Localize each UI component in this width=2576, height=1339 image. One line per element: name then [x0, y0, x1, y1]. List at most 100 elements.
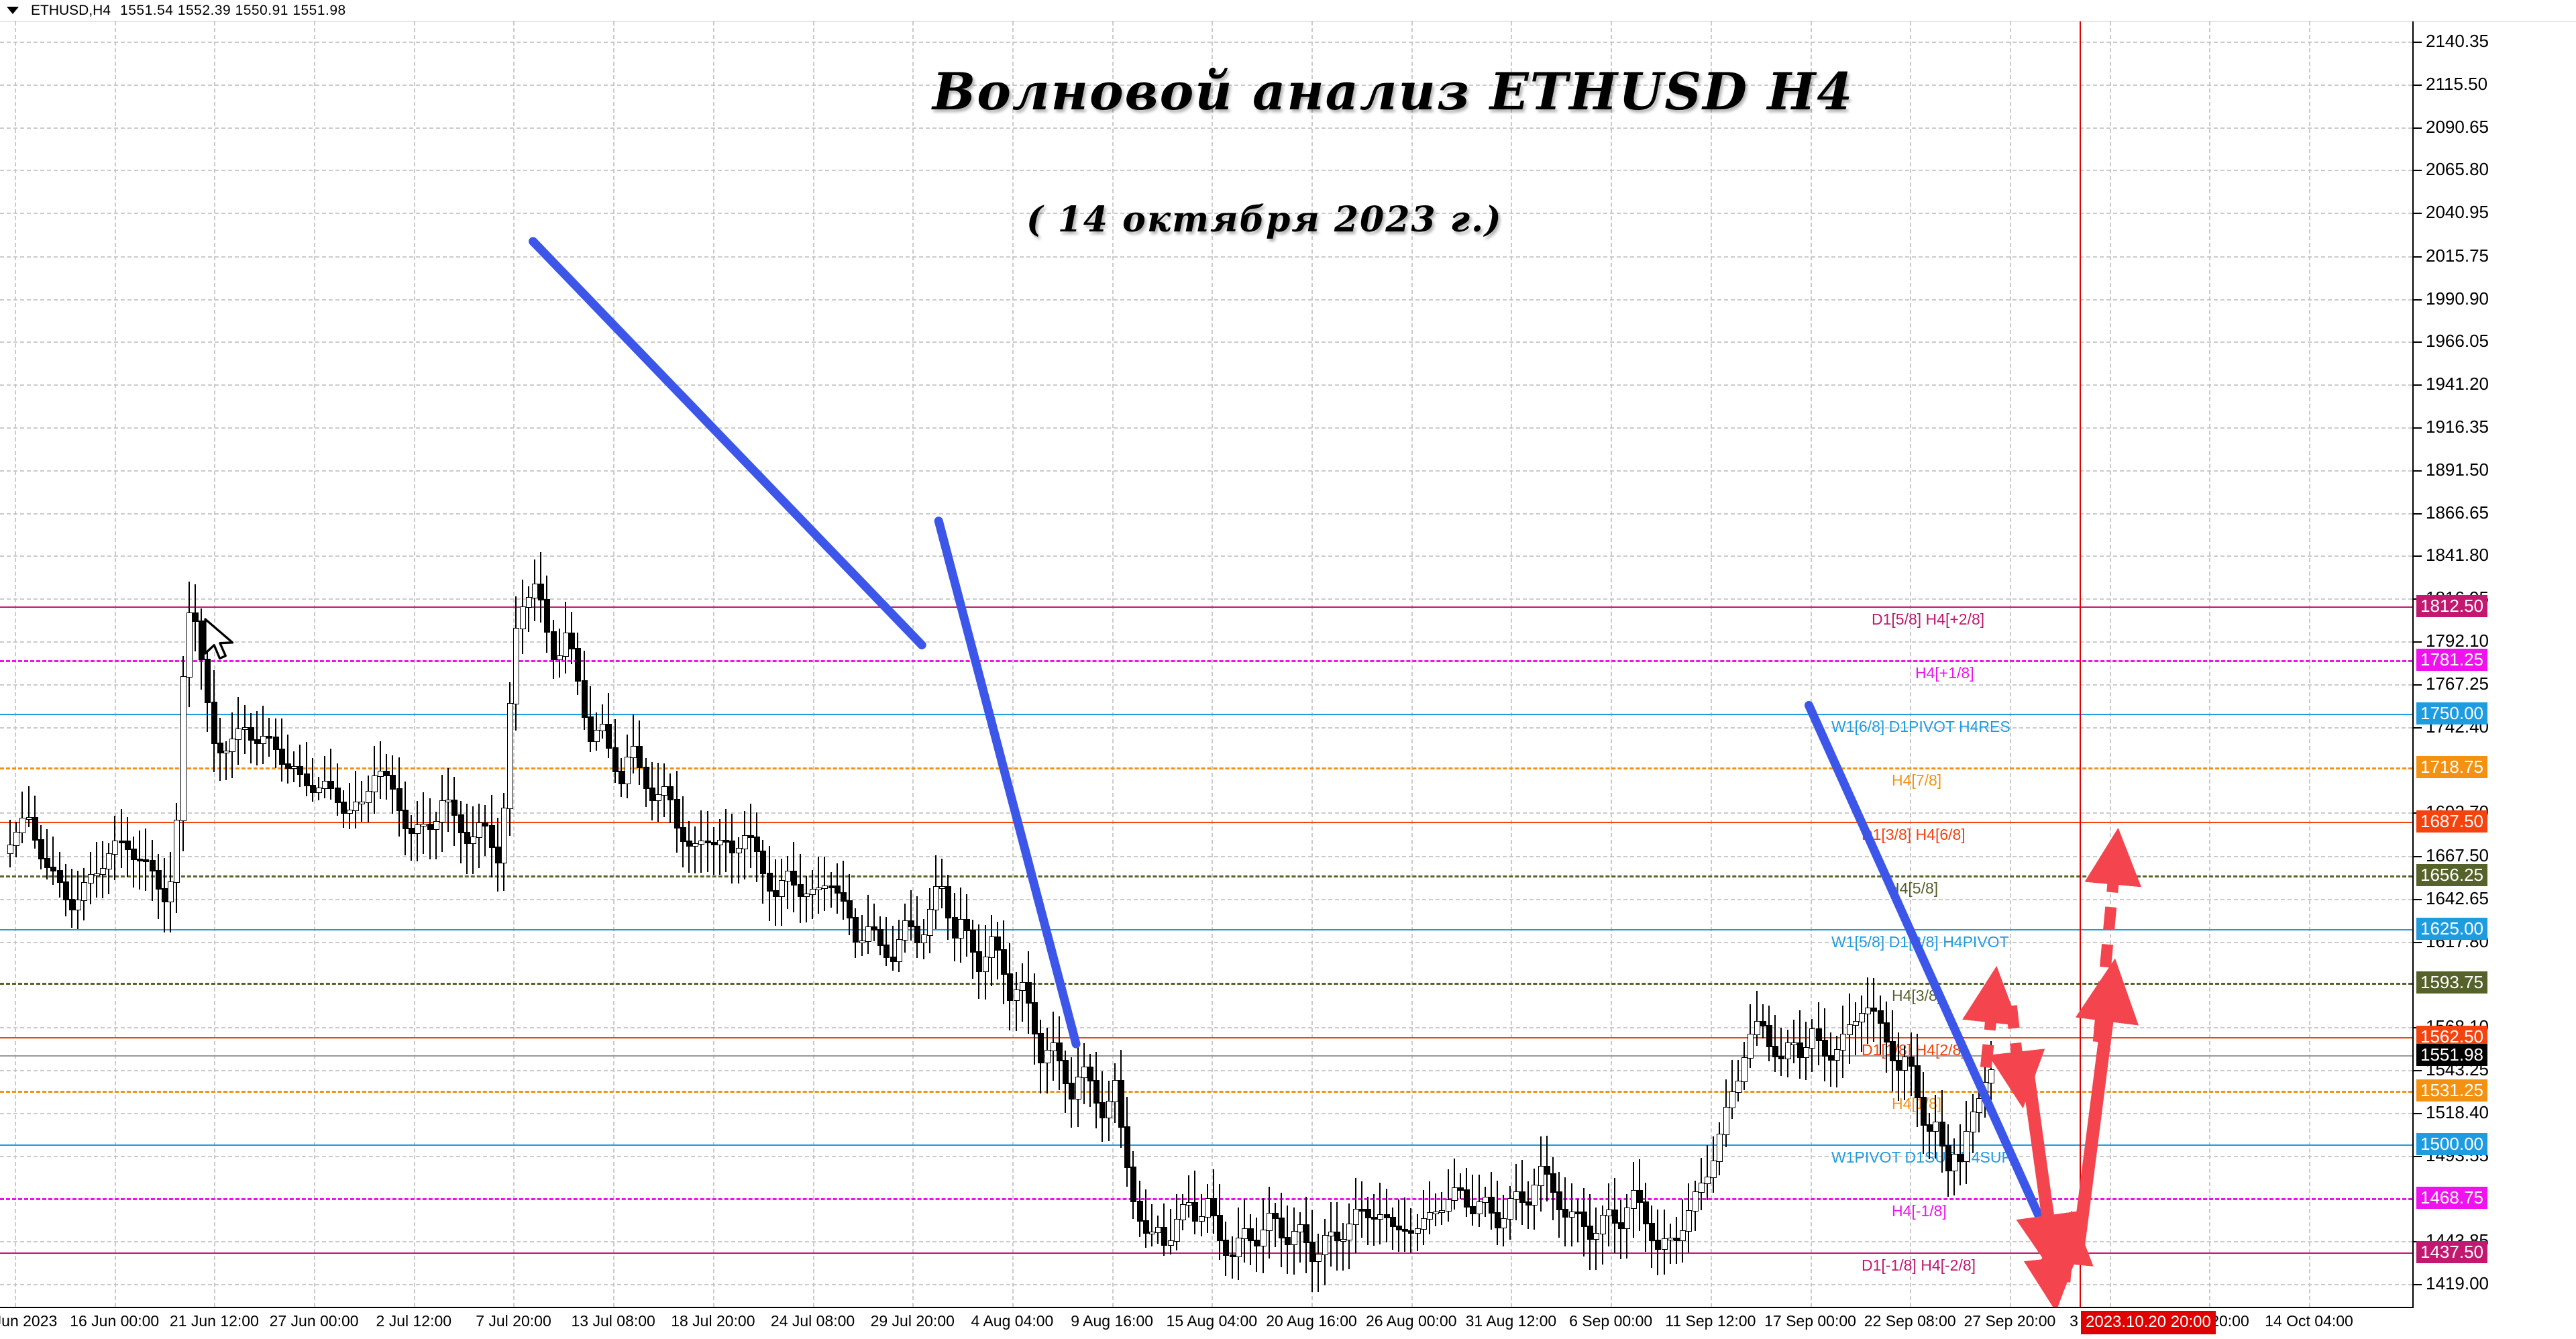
price-level-badge[interactable]: 1468.75 — [2416, 1187, 2487, 1210]
level-line[interactable] — [0, 767, 2412, 770]
candle-body — [1235, 1238, 1242, 1258]
candle-body — [538, 584, 545, 601]
last-price-line — [0, 1055, 2412, 1057]
candle-body — [847, 900, 853, 919]
candle-body — [1248, 1228, 1254, 1241]
candle-wick — [861, 914, 863, 957]
level-line[interactable] — [0, 1036, 2412, 1038]
candle-body — [1933, 1121, 1939, 1132]
candle-body — [791, 871, 798, 886]
candle-body — [803, 893, 810, 897]
candle-body — [1599, 1215, 1606, 1234]
candle-body — [112, 840, 119, 855]
candle-body — [822, 885, 828, 889]
price-level-badge[interactable]: 1593.75 — [2416, 971, 2487, 994]
candle-body — [1050, 1042, 1057, 1051]
level-line[interactable] — [0, 875, 2412, 877]
candle-body — [1026, 981, 1032, 1004]
price-axis[interactable]: 2140.35 2115.50 2090.65 2065.80 2040.95 2015.… — [2414, 21, 2576, 1308]
candle-body — [1192, 1201, 1199, 1222]
price-level-badge[interactable]: 1718.75 — [2416, 756, 2487, 779]
candle-body — [1476, 1201, 1483, 1215]
level-line[interactable] — [0, 1144, 2412, 1146]
price-level-badge[interactable]: 1437.50 — [2416, 1240, 2487, 1263]
candle-body — [1834, 1049, 1841, 1061]
price-level-badge[interactable]: 1500.00 — [2416, 1133, 2487, 1156]
candle-body — [1377, 1214, 1384, 1220]
candle-body — [272, 736, 279, 751]
level-line[interactable] — [0, 983, 2412, 985]
time-tick-label: 18 Jul 20:00 — [671, 1312, 755, 1330]
price-level-badge[interactable]: 1781.25 — [2416, 648, 2487, 671]
chart-info-bar: ETHUSD,H4 1551.54 1552.39 1550.91 1551.9… — [0, 0, 2576, 21]
level-label: D1[5/8] H4[+2/8] — [1872, 610, 1985, 628]
last-price-badge[interactable]: 1551.98 — [2416, 1043, 2487, 1066]
candle-body — [581, 680, 588, 718]
time-axis[interactable]: 10 Jun 2023 16 Jun 00:00 21 Jun 12:00 27 Ju… — [0, 1308, 2576, 1339]
candle-body — [939, 886, 946, 890]
time-tick-label: 22 Sep 08:00 — [1864, 1312, 1956, 1330]
time-marker-badge[interactable]: 2023.10.20 20:00 — [2081, 1311, 2216, 1334]
candle-body — [741, 835, 748, 850]
time-marker-line — [2080, 21, 2081, 1307]
candle-body — [390, 775, 396, 790]
candle-body — [871, 926, 877, 930]
candle-body — [118, 840, 125, 843]
price-level-badge[interactable]: 1812.50 — [2416, 594, 2487, 617]
candle-body — [1532, 1184, 1538, 1206]
candle-body — [1297, 1224, 1303, 1232]
candle-body — [93, 873, 100, 876]
candle-body — [1038, 1033, 1044, 1064]
candle-body — [1507, 1197, 1513, 1220]
candle-body — [1112, 1079, 1118, 1102]
candle-body — [995, 936, 1001, 951]
candle-body — [754, 837, 761, 852]
candle-body — [1982, 1081, 1988, 1100]
candle-body — [1106, 1100, 1112, 1119]
candle-body — [1605, 1209, 1612, 1216]
candle-wick — [824, 857, 826, 911]
candle-body — [902, 920, 908, 941]
level-line[interactable] — [0, 821, 2412, 823]
candle-body — [1778, 1055, 1785, 1060]
level-line[interactable] — [0, 606, 2412, 608]
candle-body — [32, 817, 38, 841]
price-tick — [2414, 555, 2422, 557]
price-level-badge[interactable]: 1750.00 — [2416, 702, 2487, 725]
candle-body — [1821, 1039, 1828, 1057]
candle-body — [19, 817, 26, 833]
candle-wick — [1441, 1191, 1443, 1225]
price-level-badge[interactable]: 1656.25 — [2416, 863, 2487, 886]
price-level-badge[interactable]: 1687.50 — [2416, 810, 2487, 833]
level-line[interactable] — [0, 659, 2412, 662]
candle-body — [957, 918, 964, 939]
candle-wick — [712, 826, 714, 875]
candle-body — [353, 802, 360, 812]
candle-wick — [688, 821, 690, 873]
candle-body — [38, 839, 44, 860]
candle-wick — [1144, 1189, 1146, 1248]
candle-wick — [133, 836, 134, 888]
candle-body — [81, 881, 88, 901]
candle-body — [433, 820, 439, 831]
symbol-label: ETHUSD,H4 — [31, 2, 111, 18]
candle-body — [1075, 1076, 1081, 1100]
candle-body — [532, 584, 538, 598]
level-line[interactable] — [0, 929, 2412, 931]
candle-wick — [694, 826, 696, 874]
level-line[interactable] — [0, 1252, 2412, 1254]
level-line[interactable] — [0, 714, 2412, 716]
candle-wick — [843, 861, 844, 920]
price-tick-label: 2115.50 — [2426, 73, 2488, 94]
candle-wick — [910, 890, 912, 941]
candle-body — [1142, 1220, 1149, 1234]
price-level-badge[interactable]: 1625.00 — [2416, 918, 2487, 941]
candle-wick — [262, 705, 264, 764]
candle-wick — [1879, 995, 1881, 1055]
price-level-badge[interactable]: 1531.25 — [2416, 1079, 2487, 1102]
candle-body — [248, 727, 254, 741]
chevron-down-icon[interactable] — [7, 7, 19, 14]
candle-body — [1945, 1144, 1951, 1172]
time-tick-label: 20 Aug 16:00 — [1266, 1312, 1357, 1330]
level-line[interactable] — [0, 1090, 2412, 1093]
